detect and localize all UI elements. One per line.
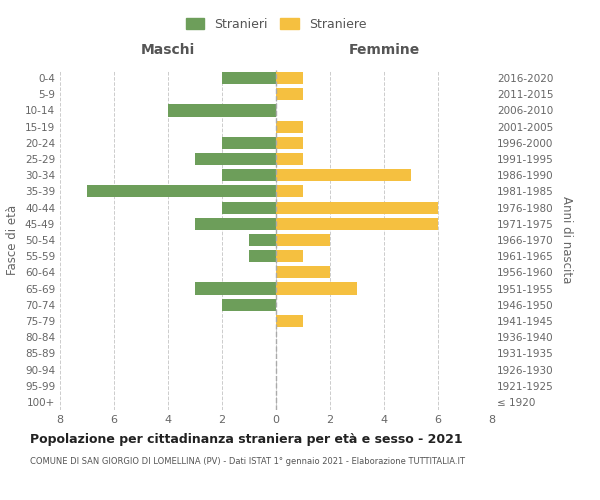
Bar — [249, 234, 276, 246]
Legend: Stranieri, Straniere: Stranieri, Straniere — [182, 14, 370, 34]
Text: Popolazione per cittadinanza straniera per età e sesso - 2021: Popolazione per cittadinanza straniera p… — [30, 432, 463, 446]
Bar — [276, 137, 303, 149]
Bar — [195, 218, 276, 230]
Text: Maschi: Maschi — [141, 44, 195, 58]
Bar — [222, 202, 276, 213]
Bar — [276, 72, 303, 84]
Bar — [249, 250, 276, 262]
Bar — [276, 88, 303, 101]
Bar — [276, 234, 330, 246]
Bar — [276, 186, 303, 198]
Bar — [222, 298, 276, 311]
Bar — [222, 169, 276, 181]
Y-axis label: Anni di nascita: Anni di nascita — [560, 196, 573, 284]
Bar — [276, 266, 330, 278]
Bar — [276, 202, 438, 213]
Bar — [222, 72, 276, 84]
Bar — [195, 282, 276, 294]
Bar — [276, 250, 303, 262]
Bar — [276, 120, 303, 132]
Bar — [168, 104, 276, 117]
Text: COMUNE DI SAN GIORGIO DI LOMELLINA (PV) - Dati ISTAT 1° gennaio 2021 - Elaborazi: COMUNE DI SAN GIORGIO DI LOMELLINA (PV) … — [30, 458, 465, 466]
Bar — [195, 153, 276, 165]
Bar — [276, 282, 357, 294]
Bar — [276, 169, 411, 181]
Text: Femmine: Femmine — [349, 44, 419, 58]
Bar — [222, 137, 276, 149]
Bar — [276, 153, 303, 165]
Bar — [87, 186, 276, 198]
Bar — [276, 315, 303, 327]
Bar — [276, 218, 438, 230]
Y-axis label: Fasce di età: Fasce di età — [7, 205, 19, 275]
